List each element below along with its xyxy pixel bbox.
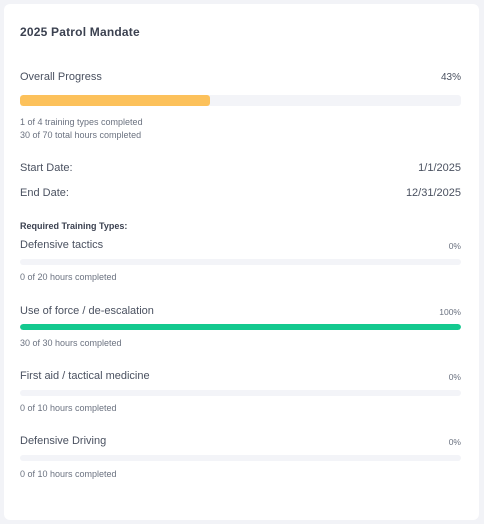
training-name: First aid / tactical medicine (20, 370, 150, 382)
training-progress-bar (20, 259, 461, 265)
training-percent: 0% (448, 372, 461, 382)
training-name: Defensive Driving (20, 435, 107, 447)
training-percent: 100% (439, 307, 461, 317)
training-hours: 0 of 20 hours completed (20, 272, 117, 282)
training-hours: 0 of 10 hours completed (20, 469, 117, 479)
hours-summary: 30 of 70 total hours completed (20, 130, 142, 140)
training-percent: 0% (448, 241, 461, 251)
training-name: Defensive tactics (20, 239, 104, 251)
overall-progress-label: Overall Progress (20, 71, 102, 83)
training-progress-fill (20, 324, 461, 330)
start-date-value: 1/1/2025 (418, 162, 461, 174)
required-training-heading: Required Training Types: (20, 221, 128, 231)
training-hours: 0 of 10 hours completed (20, 403, 117, 413)
end-date-value: 12/31/2025 (405, 187, 461, 199)
overall-progress-bar (20, 95, 461, 106)
training-progress-bar (20, 455, 461, 461)
training-name: Use of force / de-escalation (20, 305, 154, 317)
training-hours: 30 of 30 hours completed (20, 338, 122, 348)
overall-progress-fill (20, 95, 210, 106)
mandate-card: 2025 Patrol Mandate Overall Progress 43%… (4, 4, 479, 520)
card-title: 2025 Patrol Mandate (20, 25, 140, 39)
overall-progress-percent: 43% (440, 72, 461, 83)
end-date-label: End Date: (20, 187, 69, 199)
types-summary: 1 of 4 training types completed (20, 117, 143, 127)
training-progress-bar (20, 390, 461, 396)
start-date-label: Start Date: (20, 162, 73, 174)
training-percent: 0% (448, 437, 461, 447)
training-progress-bar (20, 324, 461, 330)
